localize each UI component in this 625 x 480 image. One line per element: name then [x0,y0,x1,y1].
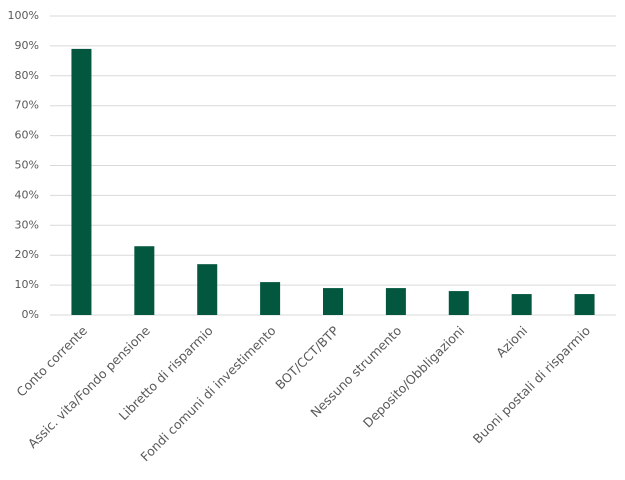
bar [448,291,469,315]
y-tick-label: 40% [15,188,39,201]
x-tick-label: Azioni [493,323,530,360]
x-tick-label: Deposito/Obbligazioni [360,323,467,430]
x-tick-label: BOT/CCT/BTP [272,323,342,393]
y-tick-label: 90% [15,39,39,52]
y-tick-label: 10% [15,278,39,291]
bar [197,264,218,315]
bar [260,282,281,315]
bar [134,246,155,315]
y-tick-label: 80% [15,69,39,82]
x-tick-label: Fondi comuni di investimento [137,323,278,464]
y-tick-label: 60% [15,129,39,142]
x-tick-label: Buoni postali di risparmio [470,323,593,446]
y-tick-label: 20% [15,248,39,261]
y-tick-label: 70% [15,99,39,112]
x-tick-label: Assic. vita/Fondo pensione [25,323,153,451]
bar [71,48,92,315]
y-tick-label: 0% [22,308,39,321]
y-tick-label: 100% [8,9,39,22]
y-tick-label: 50% [15,159,39,172]
y-tick-label: 30% [15,218,39,231]
bar [385,288,406,315]
bar [574,294,595,315]
bar [511,294,532,315]
bar [323,288,343,315]
